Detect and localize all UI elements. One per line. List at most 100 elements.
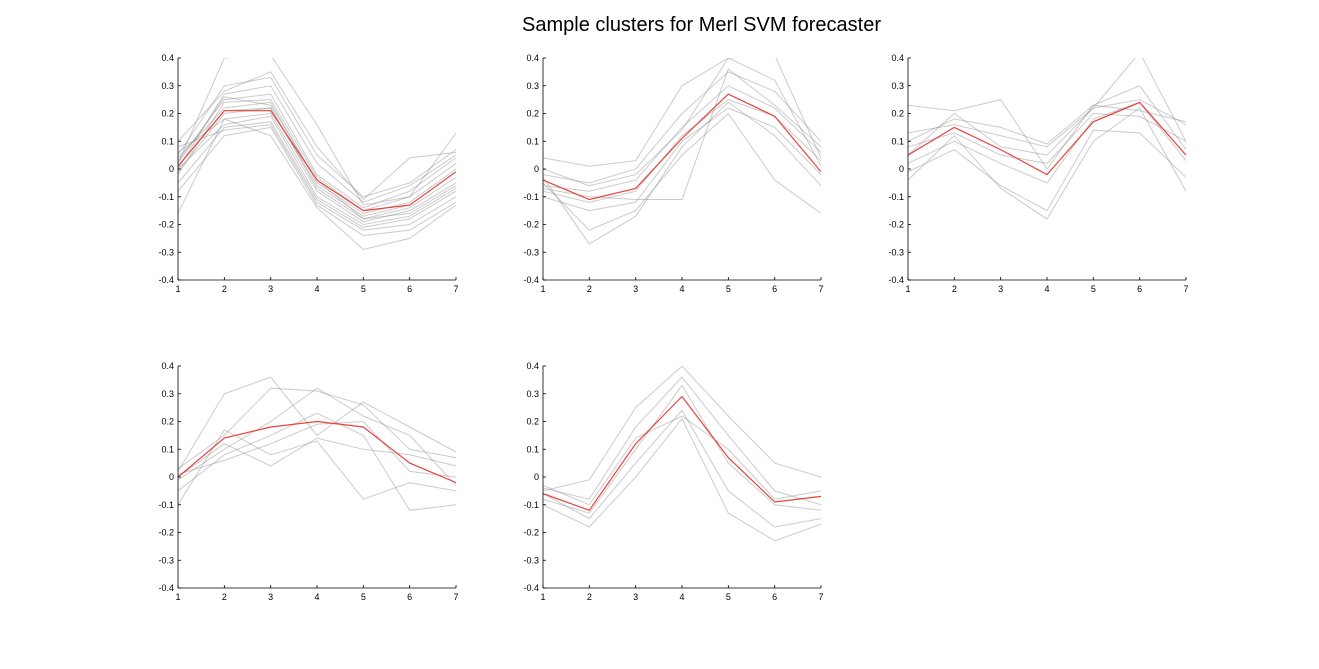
- series-group: [178, 376, 456, 511]
- x-tick-label: 3: [633, 284, 638, 294]
- member-series-line-8: [178, 107, 456, 220]
- y-tick-label: 0.3: [161, 81, 174, 91]
- member-series-line-13: [178, 126, 456, 237]
- member-series-line-5: [543, 417, 821, 542]
- centroid-series-line: [178, 110, 456, 212]
- y-tick-label: 0: [534, 472, 539, 482]
- member-series-line-6: [908, 107, 1186, 220]
- y-tick-label: -0.4: [888, 275, 904, 285]
- series-group: [543, 366, 821, 542]
- centroid-series-line: [543, 93, 821, 201]
- x-tick-label: 1: [175, 284, 180, 294]
- series-group: [543, 58, 821, 245]
- member-series-line-3: [543, 85, 821, 192]
- y-tick-label: -0.2: [158, 528, 174, 538]
- member-series-line-16: [178, 96, 456, 220]
- member-series-line-6: [543, 415, 821, 506]
- y-tick-label: -0.4: [158, 275, 174, 285]
- member-series-line-2: [543, 376, 821, 506]
- y-tick-label: -0.1: [523, 192, 539, 202]
- member-series-line-1: [178, 58, 456, 206]
- member-series-line-2: [908, 99, 1186, 148]
- member-series-line-14: [178, 118, 456, 251]
- figure-title: Sample clusters for Merl SVM forecaster: [522, 14, 881, 36]
- series-group: [178, 58, 456, 251]
- y-tick-label: 0: [169, 164, 174, 174]
- y-tick-label: -0.2: [523, 528, 539, 538]
- y-tick-label: 0.4: [161, 53, 174, 63]
- x-tick-label: 1: [175, 592, 180, 602]
- x-tick-label: 2: [222, 284, 227, 294]
- x-tick-label: 6: [407, 592, 412, 602]
- x-tick-label: 7: [818, 592, 823, 602]
- y-tick-label: -0.4: [523, 583, 539, 593]
- member-series-line-5: [178, 437, 456, 478]
- x-tick-label: 7: [818, 284, 823, 294]
- member-series-line-4: [908, 101, 1186, 184]
- series-group: [908, 58, 1186, 220]
- y-tick-label: -0.3: [523, 247, 539, 257]
- y-tick-label: -0.3: [158, 555, 174, 565]
- subplot-cluster-5: -0.4 -0.3 -0.2 -0.1 0 0.1 0.2 0.3 0.4 1 2 3 4 5 6 7: [523, 361, 823, 602]
- y-tick-label: 0.1: [526, 136, 539, 146]
- member-series-line-5: [178, 99, 456, 212]
- x-tick-label: 4: [314, 284, 319, 294]
- member-series-line-8: [908, 85, 1186, 150]
- x-tick-label: 6: [1137, 284, 1142, 294]
- y-tick-label: -0.1: [888, 192, 904, 202]
- y-tick-label: -0.1: [158, 500, 174, 510]
- member-series-line-4: [178, 93, 456, 209]
- y-tick-label: 0.2: [161, 417, 174, 427]
- x-tick-label: 3: [998, 284, 1003, 294]
- member-series-line-8: [543, 68, 821, 200]
- member-series-line-5: [908, 129, 1186, 212]
- member-series-line-7: [908, 58, 1186, 156]
- x-tick-label: 3: [268, 592, 273, 602]
- y-tick-label: 0.1: [526, 444, 539, 454]
- member-series-line-7: [543, 101, 821, 245]
- y-tick-label: 0.2: [526, 417, 539, 427]
- centroid-series-line: [178, 420, 456, 484]
- y-tick-label: -0.1: [523, 500, 539, 510]
- y-tick-label: 0.4: [161, 361, 174, 371]
- member-series-line-1: [178, 376, 456, 472]
- x-tick-label: 7: [453, 284, 458, 294]
- y-tick-label: 0.3: [526, 81, 539, 91]
- member-series-line-15: [178, 71, 456, 201]
- member-series-line-1: [543, 58, 821, 167]
- x-tick-label: 7: [453, 592, 458, 602]
- member-series-line-6: [543, 112, 821, 231]
- member-series-line-3: [178, 85, 456, 203]
- y-tick-label: 0.4: [891, 53, 904, 63]
- member-series-line-12: [178, 124, 456, 231]
- x-tick-label: 2: [952, 284, 957, 294]
- member-series-line-9: [178, 112, 456, 223]
- member-series-line-3: [908, 112, 1186, 164]
- x-tick-label: 5: [726, 592, 731, 602]
- x-tick-label: 5: [726, 284, 731, 294]
- x-tick-label: 6: [772, 592, 777, 602]
- x-tick-label: 4: [314, 592, 319, 602]
- y-tick-label: -0.2: [158, 220, 174, 230]
- x-tick-label: 4: [679, 284, 684, 294]
- member-series-line-1: [908, 99, 1186, 170]
- y-tick-label: 0: [534, 164, 539, 174]
- y-tick-label: -0.2: [888, 220, 904, 230]
- x-tick-label: 6: [407, 284, 412, 294]
- member-series-line-3: [178, 387, 456, 486]
- member-series-line-6: [178, 101, 456, 214]
- x-tick-label: 7: [1183, 284, 1188, 294]
- x-tick-label: 5: [1091, 284, 1096, 294]
- member-series-line-7: [178, 420, 456, 478]
- member-series-line-9: [543, 58, 821, 187]
- member-series-line-3: [543, 384, 821, 514]
- x-tick-label: 3: [268, 284, 273, 294]
- member-series-line-1: [543, 366, 821, 492]
- x-tick-label: 1: [540, 284, 545, 294]
- x-tick-label: 2: [587, 284, 592, 294]
- subplot-cluster-1: -0.4 -0.3 -0.2 -0.1 0 0.1 0.2 0.3 0.4 1 2 3 4 5 6 7: [158, 53, 458, 294]
- member-series-line-2: [178, 387, 456, 470]
- y-tick-label: -0.2: [523, 220, 539, 230]
- y-tick-label: 0.3: [161, 389, 174, 399]
- x-tick-label: 1: [540, 592, 545, 602]
